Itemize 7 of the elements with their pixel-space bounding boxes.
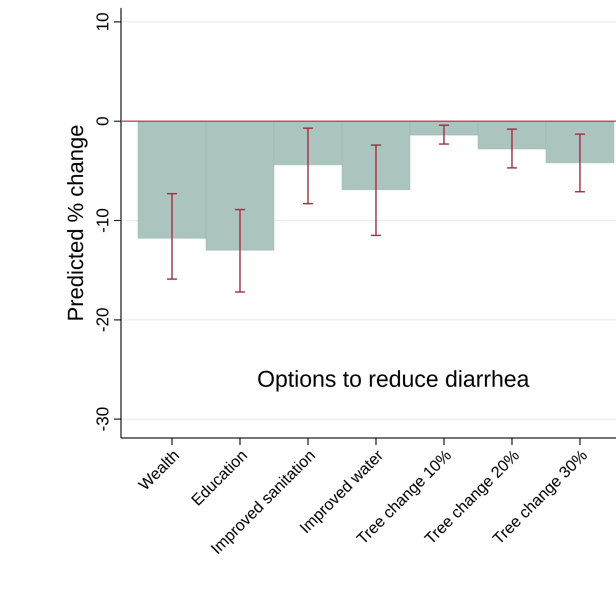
y-tick-label: -30 xyxy=(96,408,108,431)
y-tick-label: -20 xyxy=(96,308,108,332)
y-tick-label: 10 xyxy=(96,13,108,30)
y-axis-title: Predicted % change xyxy=(67,126,88,320)
text: Options to reduce diarrhea xyxy=(258,370,530,392)
y-tick-label: -10 xyxy=(96,208,108,232)
y-tick-label: 0 xyxy=(96,117,108,126)
